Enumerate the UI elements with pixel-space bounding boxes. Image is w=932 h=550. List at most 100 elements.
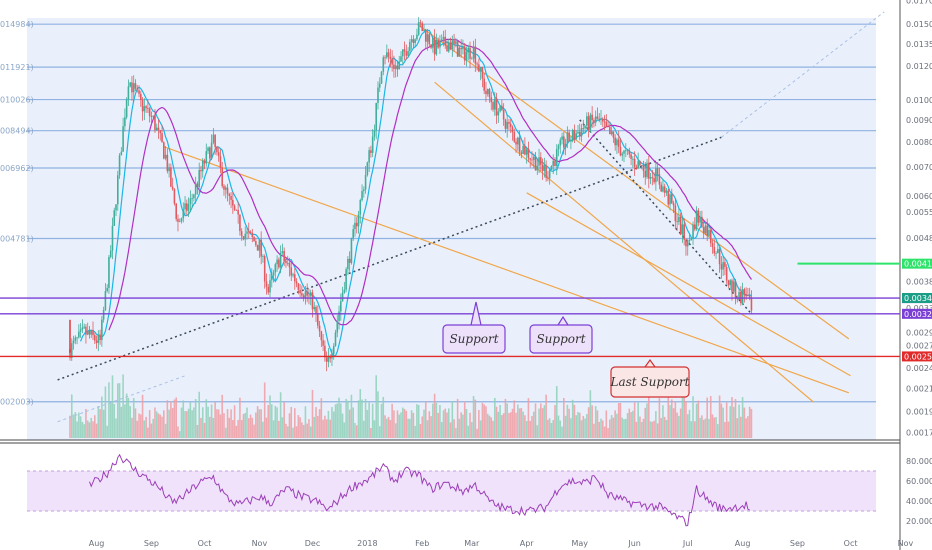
candle-body bbox=[646, 162, 648, 178]
volume-bar bbox=[357, 400, 360, 438]
candle-body bbox=[403, 49, 406, 52]
candle-body bbox=[470, 58, 473, 60]
volume-bar bbox=[577, 411, 579, 438]
volume-bar bbox=[120, 406, 123, 438]
volume-bar bbox=[690, 421, 693, 438]
price-tag-bg bbox=[902, 351, 932, 362]
candle-body bbox=[628, 150, 631, 155]
volume-bar bbox=[488, 415, 491, 438]
candle-body bbox=[663, 186, 666, 193]
time-axis[interactable]: Aug Sep Oct Nov Dec 2018 Feb Mar Apr May Jun Jul Aug… bbox=[89, 539, 914, 548]
candle-body bbox=[416, 34, 418, 40]
candle-body bbox=[497, 111, 500, 116]
candle-body bbox=[391, 59, 393, 65]
candle-body bbox=[400, 56, 402, 62]
volume-bar bbox=[306, 423, 308, 438]
candle-body bbox=[476, 63, 478, 65]
callout-2: Support bbox=[529, 315, 593, 354]
candle-body bbox=[509, 123, 512, 127]
candle-body bbox=[731, 280, 733, 292]
candle-body bbox=[106, 287, 108, 292]
volume-bar bbox=[92, 421, 94, 438]
volume-bar bbox=[148, 410, 151, 438]
candle-body bbox=[219, 156, 222, 168]
volume-bar bbox=[79, 416, 82, 438]
candle-body bbox=[113, 210, 116, 226]
candle-body bbox=[244, 233, 247, 240]
candle-body bbox=[745, 293, 747, 296]
candle-body bbox=[685, 239, 687, 247]
volume-bar bbox=[348, 409, 351, 438]
price-tick-label: 0.006000 bbox=[906, 192, 932, 201]
volume-bar bbox=[476, 428, 478, 438]
volume-bar bbox=[727, 421, 730, 438]
volume-bar bbox=[665, 419, 668, 438]
price-pane-bg bbox=[27, 18, 876, 440]
rsi-tick-label: 60.0000 bbox=[906, 477, 932, 486]
volume-bar bbox=[157, 413, 160, 438]
volume-bar bbox=[538, 408, 540, 438]
candle-body bbox=[428, 34, 431, 45]
volume-bar bbox=[430, 416, 432, 438]
volume-bar bbox=[481, 402, 484, 438]
volume-bar bbox=[293, 408, 296, 438]
candle-body bbox=[727, 280, 730, 286]
fib-level-label: 006962) bbox=[0, 164, 34, 173]
candle-body bbox=[290, 267, 293, 276]
volume-bar bbox=[171, 408, 174, 438]
volume-bar bbox=[671, 399, 673, 438]
volume-bar bbox=[750, 408, 753, 438]
volume-bar bbox=[607, 428, 609, 438]
candle-body bbox=[320, 331, 323, 341]
volume-bar bbox=[163, 410, 165, 438]
candle-body bbox=[325, 357, 328, 362]
candle-body bbox=[375, 102, 378, 131]
price-tick-label: 0.003300 bbox=[906, 304, 932, 313]
candle-body bbox=[540, 157, 542, 165]
volume-bar bbox=[111, 375, 114, 438]
volume-bar bbox=[552, 419, 555, 438]
candle-body bbox=[750, 298, 753, 311]
candle-body bbox=[355, 222, 358, 227]
volume-bar bbox=[695, 403, 698, 438]
volume-bar bbox=[555, 386, 558, 438]
volume-bar bbox=[697, 400, 700, 438]
candle-body bbox=[630, 154, 632, 159]
volume-bar bbox=[184, 411, 186, 438]
volume-bar bbox=[109, 402, 112, 438]
volume-bar bbox=[458, 418, 461, 438]
candle-body bbox=[621, 153, 624, 156]
candle-body bbox=[134, 83, 137, 89]
volume-bar bbox=[554, 405, 556, 438]
candle-body bbox=[532, 156, 535, 160]
volume-bar bbox=[207, 406, 209, 438]
volume-bar bbox=[88, 422, 91, 438]
price-axis[interactable]: 0.017000 0.015000 0.013500 0.012000 0.010000… bbox=[902, 0, 932, 437]
volume-bar bbox=[332, 411, 335, 438]
candle-body bbox=[594, 116, 597, 123]
candle-body bbox=[479, 67, 482, 72]
volume-bar bbox=[177, 426, 179, 438]
candle-body bbox=[378, 83, 381, 88]
candle-body bbox=[69, 349, 71, 358]
volume-bar bbox=[433, 393, 436, 438]
candle-body bbox=[437, 40, 439, 48]
volume-bar bbox=[681, 397, 684, 438]
time-tick-label: Sep bbox=[790, 539, 805, 548]
candle-body bbox=[584, 125, 586, 129]
candle-body bbox=[99, 334, 101, 341]
candle-body bbox=[371, 136, 374, 153]
candle-body bbox=[433, 37, 436, 55]
volume-bar bbox=[485, 406, 487, 438]
volume-bar bbox=[263, 382, 266, 438]
candle-body bbox=[681, 224, 684, 235]
volume-bar bbox=[345, 398, 347, 438]
candle-body bbox=[573, 129, 576, 140]
price-tick-label: 0.009000 bbox=[906, 116, 932, 125]
candle-body bbox=[747, 295, 749, 297]
volume-bar bbox=[309, 426, 312, 438]
price-tick-label: 0.010000 bbox=[906, 96, 932, 105]
time-tick-label: Jun bbox=[627, 539, 641, 548]
volume-bar bbox=[255, 412, 257, 438]
volume-bar bbox=[566, 404, 569, 438]
